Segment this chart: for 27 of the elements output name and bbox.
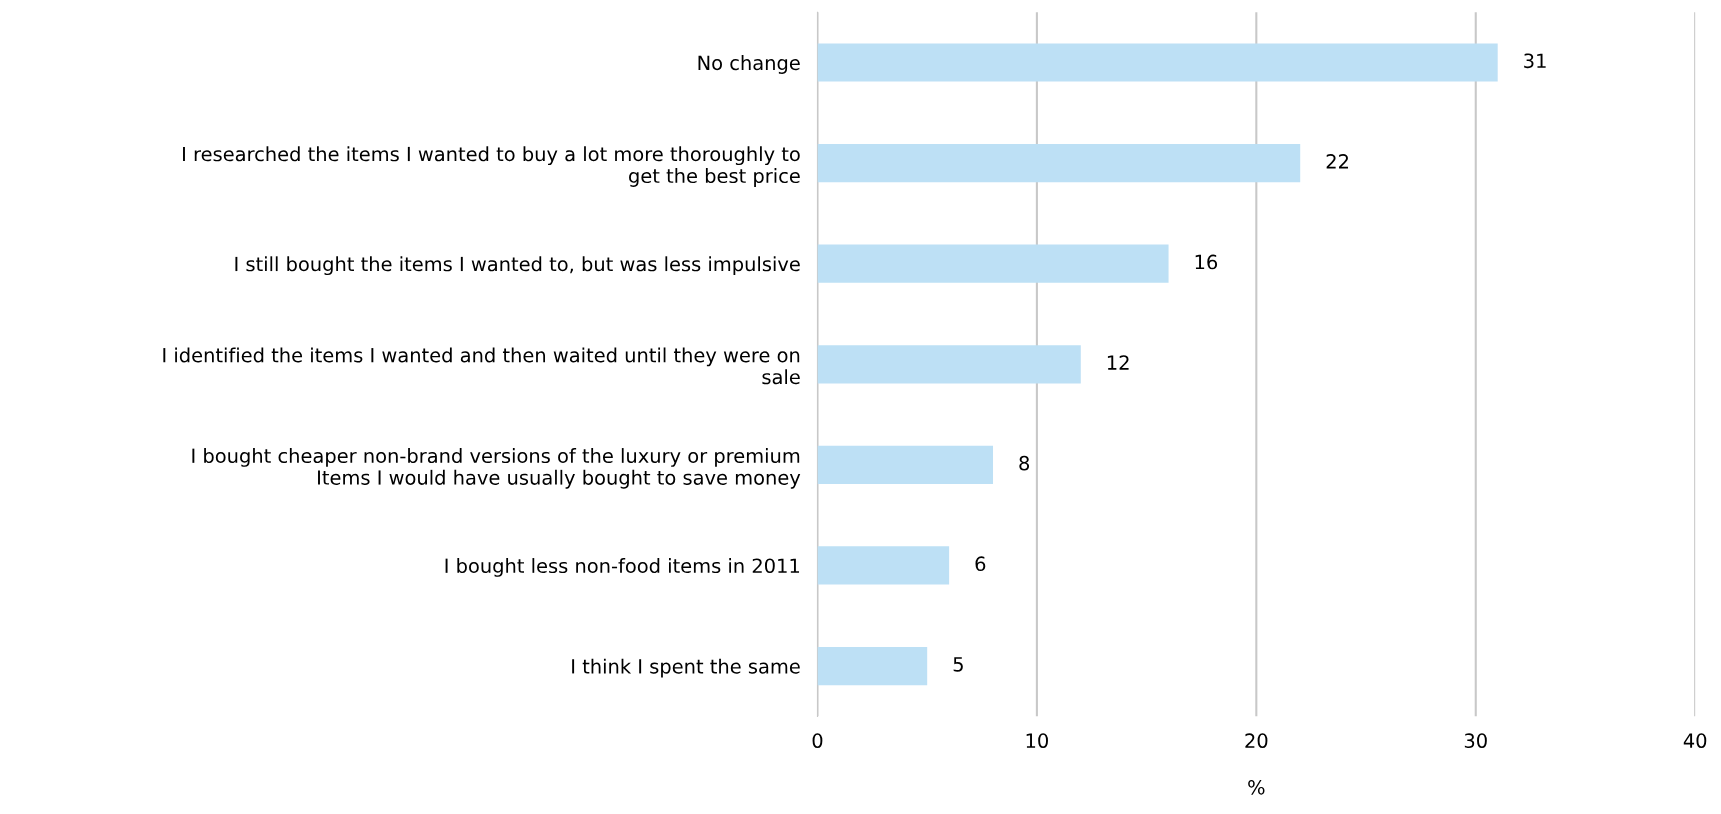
data-label: 5 [953, 657, 963, 672]
bar [817, 546, 950, 585]
data-label: 8 [1019, 455, 1030, 471]
bar [817, 143, 1301, 183]
bar [817, 445, 994, 484]
y-tick-label: I identified the items I wanted and then waited until they were on sale [163, 347, 800, 385]
x-axis-title: % [1248, 779, 1265, 795]
data-label: 16 [1195, 254, 1218, 270]
y-tick-label: I bought cheaper non-brand versions of the luxury or premium Items I would have usually bought to save money [192, 448, 801, 489]
data-label: 6 [975, 556, 986, 572]
y-tick-label: I bought less non-food items in 2011 [445, 558, 800, 577]
data-label: 31 [1524, 53, 1546, 69]
data-label: 12 [1107, 355, 1129, 370]
x-tick-label: 20 [1245, 733, 1268, 749]
bar [817, 43, 1498, 82]
y-tick-label: I researched the items I wanted to buy a lot more thoroughly to get the best price [183, 146, 800, 187]
y-tick-label: I still bought the items I wanted to, but was less impulsive [235, 256, 800, 276]
bar [817, 646, 928, 686]
bar [817, 345, 1081, 384]
y-tick-label: No change [698, 55, 800, 74]
x-tick-label: 10 [1026, 733, 1048, 749]
data-label: 22 [1326, 154, 1349, 169]
x-tick-label: 40 [1683, 733, 1707, 749]
x-tick-label: 30 [1464, 733, 1487, 749]
x-tick-label: 0 [812, 733, 823, 749]
bar [817, 244, 1169, 283]
y-tick-label: I think I spent the same [572, 658, 800, 678]
